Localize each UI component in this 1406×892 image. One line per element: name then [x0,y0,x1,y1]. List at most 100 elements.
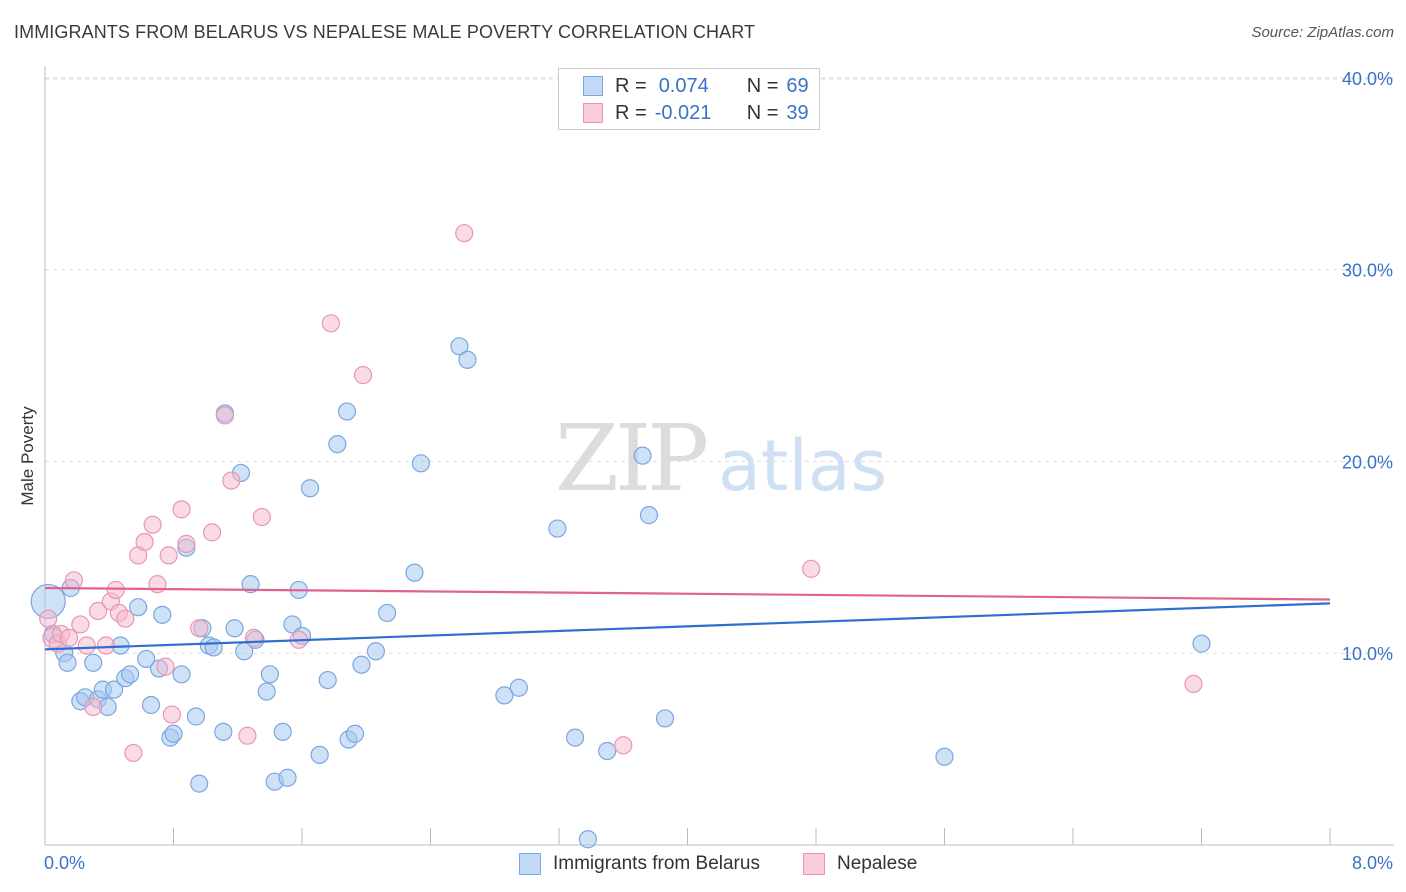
legend-r-value: -0.021 [654,101,712,124]
legend-swatch-belarus [583,76,603,96]
y-tick-label: 30.0% [1342,261,1393,281]
point-nepalese [252,507,271,527]
point-belarus [450,337,469,356]
point-belarus [278,768,297,787]
point-belarus [639,506,659,525]
point-belarus [345,724,365,743]
point-belarus [190,774,209,793]
point-belarus [137,649,156,669]
x-tick-label: 0.0% [44,853,85,873]
legend-row-belarus: R = 0.074 N = 69 [583,74,809,98]
trend-line-belarus [44,602,1331,651]
legend-n-label: N = [746,101,779,124]
point-belarus [58,653,77,672]
correlation-legend: R = 0.074 N = 69 R = -0.021 N = 39 [558,68,820,130]
point-nepalese [321,314,341,333]
point-nepalese [222,471,241,490]
series-nepalese-points [39,224,1203,763]
axes [44,66,1394,846]
point-nepalese [116,609,135,628]
point-nepalese [135,532,154,552]
point-nepalese [39,609,58,628]
point-belarus [241,575,260,594]
bottom-legend-nepalese: Nepalese [803,851,917,877]
point-nepalese [71,615,90,634]
point-nepalese [88,601,108,621]
legend-r-value: 0.074 [658,74,709,97]
point-belarus [214,722,233,741]
legend-row-nepalese: R = -0.021 N = 39 [583,101,809,125]
source-label: Source: ZipAtlas.com [1251,24,1394,41]
point-belarus [405,563,424,582]
point-belarus [548,519,567,538]
trend-line-nepalese [44,586,1331,601]
point-nepalese [802,559,821,578]
bottom-legend-label-nepalese: Nepalese [837,853,918,874]
point-belarus [164,724,183,743]
point-belarus [378,603,397,623]
gridlines [45,77,1394,654]
bottom-legend-swatch-belarus [519,853,541,875]
point-nepalese [143,515,162,534]
tick-labels: 10.0% 20.0% 30.0% 40.0% 0.0% 8.0% [44,69,1393,873]
point-nepalese [190,619,209,638]
point-belarus [129,598,148,617]
bottom-legend-label-belarus: Immigrants from Belarus [553,853,760,874]
trend-lines [44,586,1331,651]
point-nepalese [353,366,373,385]
point-belarus [141,695,161,715]
watermark: ZIP atlas [555,405,887,512]
point-belarus [318,670,337,690]
point-nepalese [77,636,96,655]
point-nepalese [59,628,79,647]
point-belarus [366,642,385,661]
point-belarus [328,435,347,454]
y-tick-label: 10.0% [1342,644,1393,664]
watermark-atlas: atlas [718,425,887,507]
point-nepalese [215,406,234,425]
point-belarus [104,680,124,699]
chart-title: IMMIGRANTS FROM BELARUS VS NEPALESE MALE… [14,22,756,42]
point-belarus [598,741,617,761]
legend-r-label: R = [615,101,647,124]
point-belarus [337,402,357,421]
point-belarus [186,707,206,726]
point-nepalese [202,523,222,542]
point-nepalese [84,697,103,717]
point-belarus [935,747,954,766]
legend-n-label: N = [746,74,779,97]
point-belarus [257,682,276,701]
point-belarus [458,350,477,369]
point-nepalese [614,736,633,755]
point-nepalese [124,743,143,763]
point-belarus [84,653,103,672]
point-nepalese [455,224,474,243]
legend-swatch-nepalese [583,103,603,123]
point-belarus [411,454,430,473]
bottom-legend-belarus: Immigrants from Belarus [519,851,760,877]
point-nepalese [156,657,175,676]
point-belarus [1192,634,1211,653]
legend-n-value: 69 [786,74,809,97]
point-belarus [655,709,675,728]
point-belarus [578,830,598,849]
point-belarus [300,479,320,498]
point-belarus [153,605,172,624]
point-belarus [509,678,528,697]
point-belarus [565,728,585,747]
point-belarus [260,665,279,684]
point-nepalese [238,726,257,745]
point-belarus [495,686,514,705]
legend-n-value: 39 [786,101,809,124]
point-nepalese [106,580,125,600]
point-belarus [633,446,652,465]
y-tick-label: 20.0% [1342,452,1393,472]
point-belarus [352,655,371,674]
point-belarus [310,745,329,764]
point-nepalese [96,636,116,655]
point-nepalese [177,534,196,553]
y-tick-label: 40.0% [1342,69,1393,89]
point-belarus [225,619,244,638]
legend-r-label: R = [615,74,647,97]
